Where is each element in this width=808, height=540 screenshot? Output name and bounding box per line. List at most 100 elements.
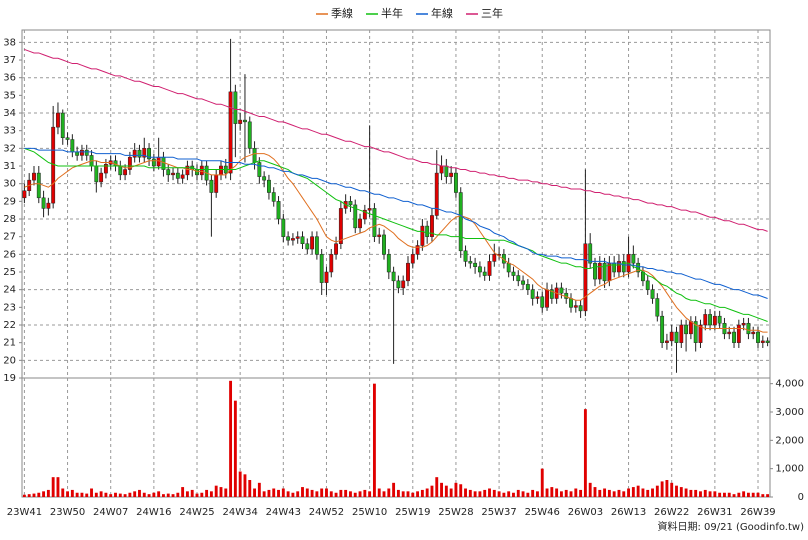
- y-tick-label: 28: [3, 214, 16, 225]
- candle-body: [458, 192, 463, 252]
- volume-bar: [315, 491, 319, 497]
- candle-body: [367, 208, 372, 211]
- candle-body: [151, 158, 156, 167]
- candle-body: [338, 208, 343, 244]
- volume-bar: [598, 489, 602, 497]
- volume-bar: [502, 492, 506, 497]
- candle-body: [684, 324, 689, 335]
- volume-bar: [651, 488, 654, 497]
- volume-bar: [334, 492, 338, 497]
- y-tick-label: 38: [3, 37, 16, 48]
- volume-bar: [540, 468, 544, 497]
- volume-bar: [617, 489, 621, 497]
- volume-bar: [766, 494, 770, 497]
- candle-body: [147, 148, 151, 160]
- volume-bar: [75, 492, 79, 497]
- candle-body: [310, 236, 315, 250]
- volume-bar: [612, 491, 616, 497]
- volume-bar: [267, 489, 271, 497]
- volume-bar: [646, 489, 650, 497]
- volume-bar: [42, 491, 46, 497]
- candle-body: [185, 165, 190, 176]
- candle-body: [664, 340, 669, 343]
- candle-body: [530, 289, 535, 299]
- volume-bar: [46, 489, 50, 497]
- candle-body: [94, 165, 99, 183]
- candle-body: [267, 179, 271, 193]
- volume-bar: [420, 489, 424, 497]
- candle-body: [80, 149, 84, 156]
- volume-bar: [138, 489, 141, 497]
- legend-label: 三年: [481, 6, 503, 20]
- volume-bar: [296, 491, 300, 497]
- candle-body: [434, 172, 439, 216]
- candle-body: [46, 202, 51, 209]
- candle-body: [362, 209, 367, 220]
- volume-bar: [531, 489, 535, 497]
- volume-bar: [51, 477, 55, 497]
- volume-bar: [742, 491, 746, 497]
- volume-bar: [694, 489, 698, 497]
- x-tick-label: 25W46: [525, 507, 560, 518]
- volume-bar: [550, 487, 554, 497]
- volume-bar: [190, 489, 194, 497]
- ma-line: [24, 48, 768, 232]
- candle-body: [492, 254, 497, 262]
- volume-bar: [521, 491, 525, 497]
- volume-bar: [123, 494, 127, 497]
- y-tick-label: 36: [3, 73, 16, 84]
- candle-body: [727, 331, 732, 335]
- candle-body: [597, 262, 602, 280]
- volume-bar: [200, 492, 204, 497]
- candle-body: [137, 149, 142, 158]
- volume-bar: [157, 491, 161, 497]
- candle-body: [305, 243, 310, 250]
- candle-body: [56, 112, 60, 128]
- volume-bar: [70, 489, 74, 497]
- volume-bar: [195, 493, 199, 497]
- candle-body: [262, 176, 267, 181]
- volume-bar: [224, 488, 228, 497]
- y-tick-label: 19: [3, 373, 16, 384]
- candle-body: [765, 340, 770, 343]
- candle-body: [674, 331, 679, 343]
- candle-body: [521, 280, 525, 285]
- volume-bar: [133, 491, 137, 497]
- volume-bar: [593, 487, 597, 497]
- volume-bar: [449, 488, 453, 497]
- candle-body: [180, 174, 185, 179]
- y-tick-label: 22: [3, 320, 16, 331]
- volume-bar: [545, 488, 549, 497]
- candle-body: [353, 204, 358, 229]
- y2-tick-label: 0: [798, 492, 804, 503]
- candle-body: [295, 236, 300, 239]
- y2-tick-label: 1,000: [775, 464, 804, 475]
- y-tick-label: 34: [3, 108, 16, 119]
- volume-bar: [99, 491, 103, 497]
- candle-body: [698, 324, 703, 343]
- volume-bar: [214, 485, 218, 497]
- volume-bar: [358, 491, 362, 497]
- candle-body: [199, 165, 204, 176]
- volume-bar: [679, 487, 683, 497]
- candle-body: [41, 197, 46, 209]
- candle-body: [348, 201, 353, 206]
- candle-body: [717, 315, 722, 324]
- volume-bar: [703, 489, 707, 497]
- candle-body: [549, 289, 554, 299]
- volume-bar: [564, 489, 568, 497]
- volume-bar: [425, 488, 429, 497]
- candle-body: [430, 215, 434, 237]
- candle-body: [415, 245, 420, 255]
- x-tick-label: 24W07: [93, 507, 128, 518]
- volume-bar: [128, 492, 132, 497]
- volume-bar: [310, 489, 314, 497]
- ma-line: [24, 147, 768, 322]
- volume-bar: [114, 492, 117, 497]
- x-tick-label: 24W34: [222, 507, 257, 518]
- legend-label: 季線: [331, 6, 353, 20]
- candle-body: [559, 287, 564, 294]
- volume-bar: [353, 492, 357, 497]
- candle-body: [228, 91, 233, 174]
- y-tick-label: 31: [3, 161, 16, 172]
